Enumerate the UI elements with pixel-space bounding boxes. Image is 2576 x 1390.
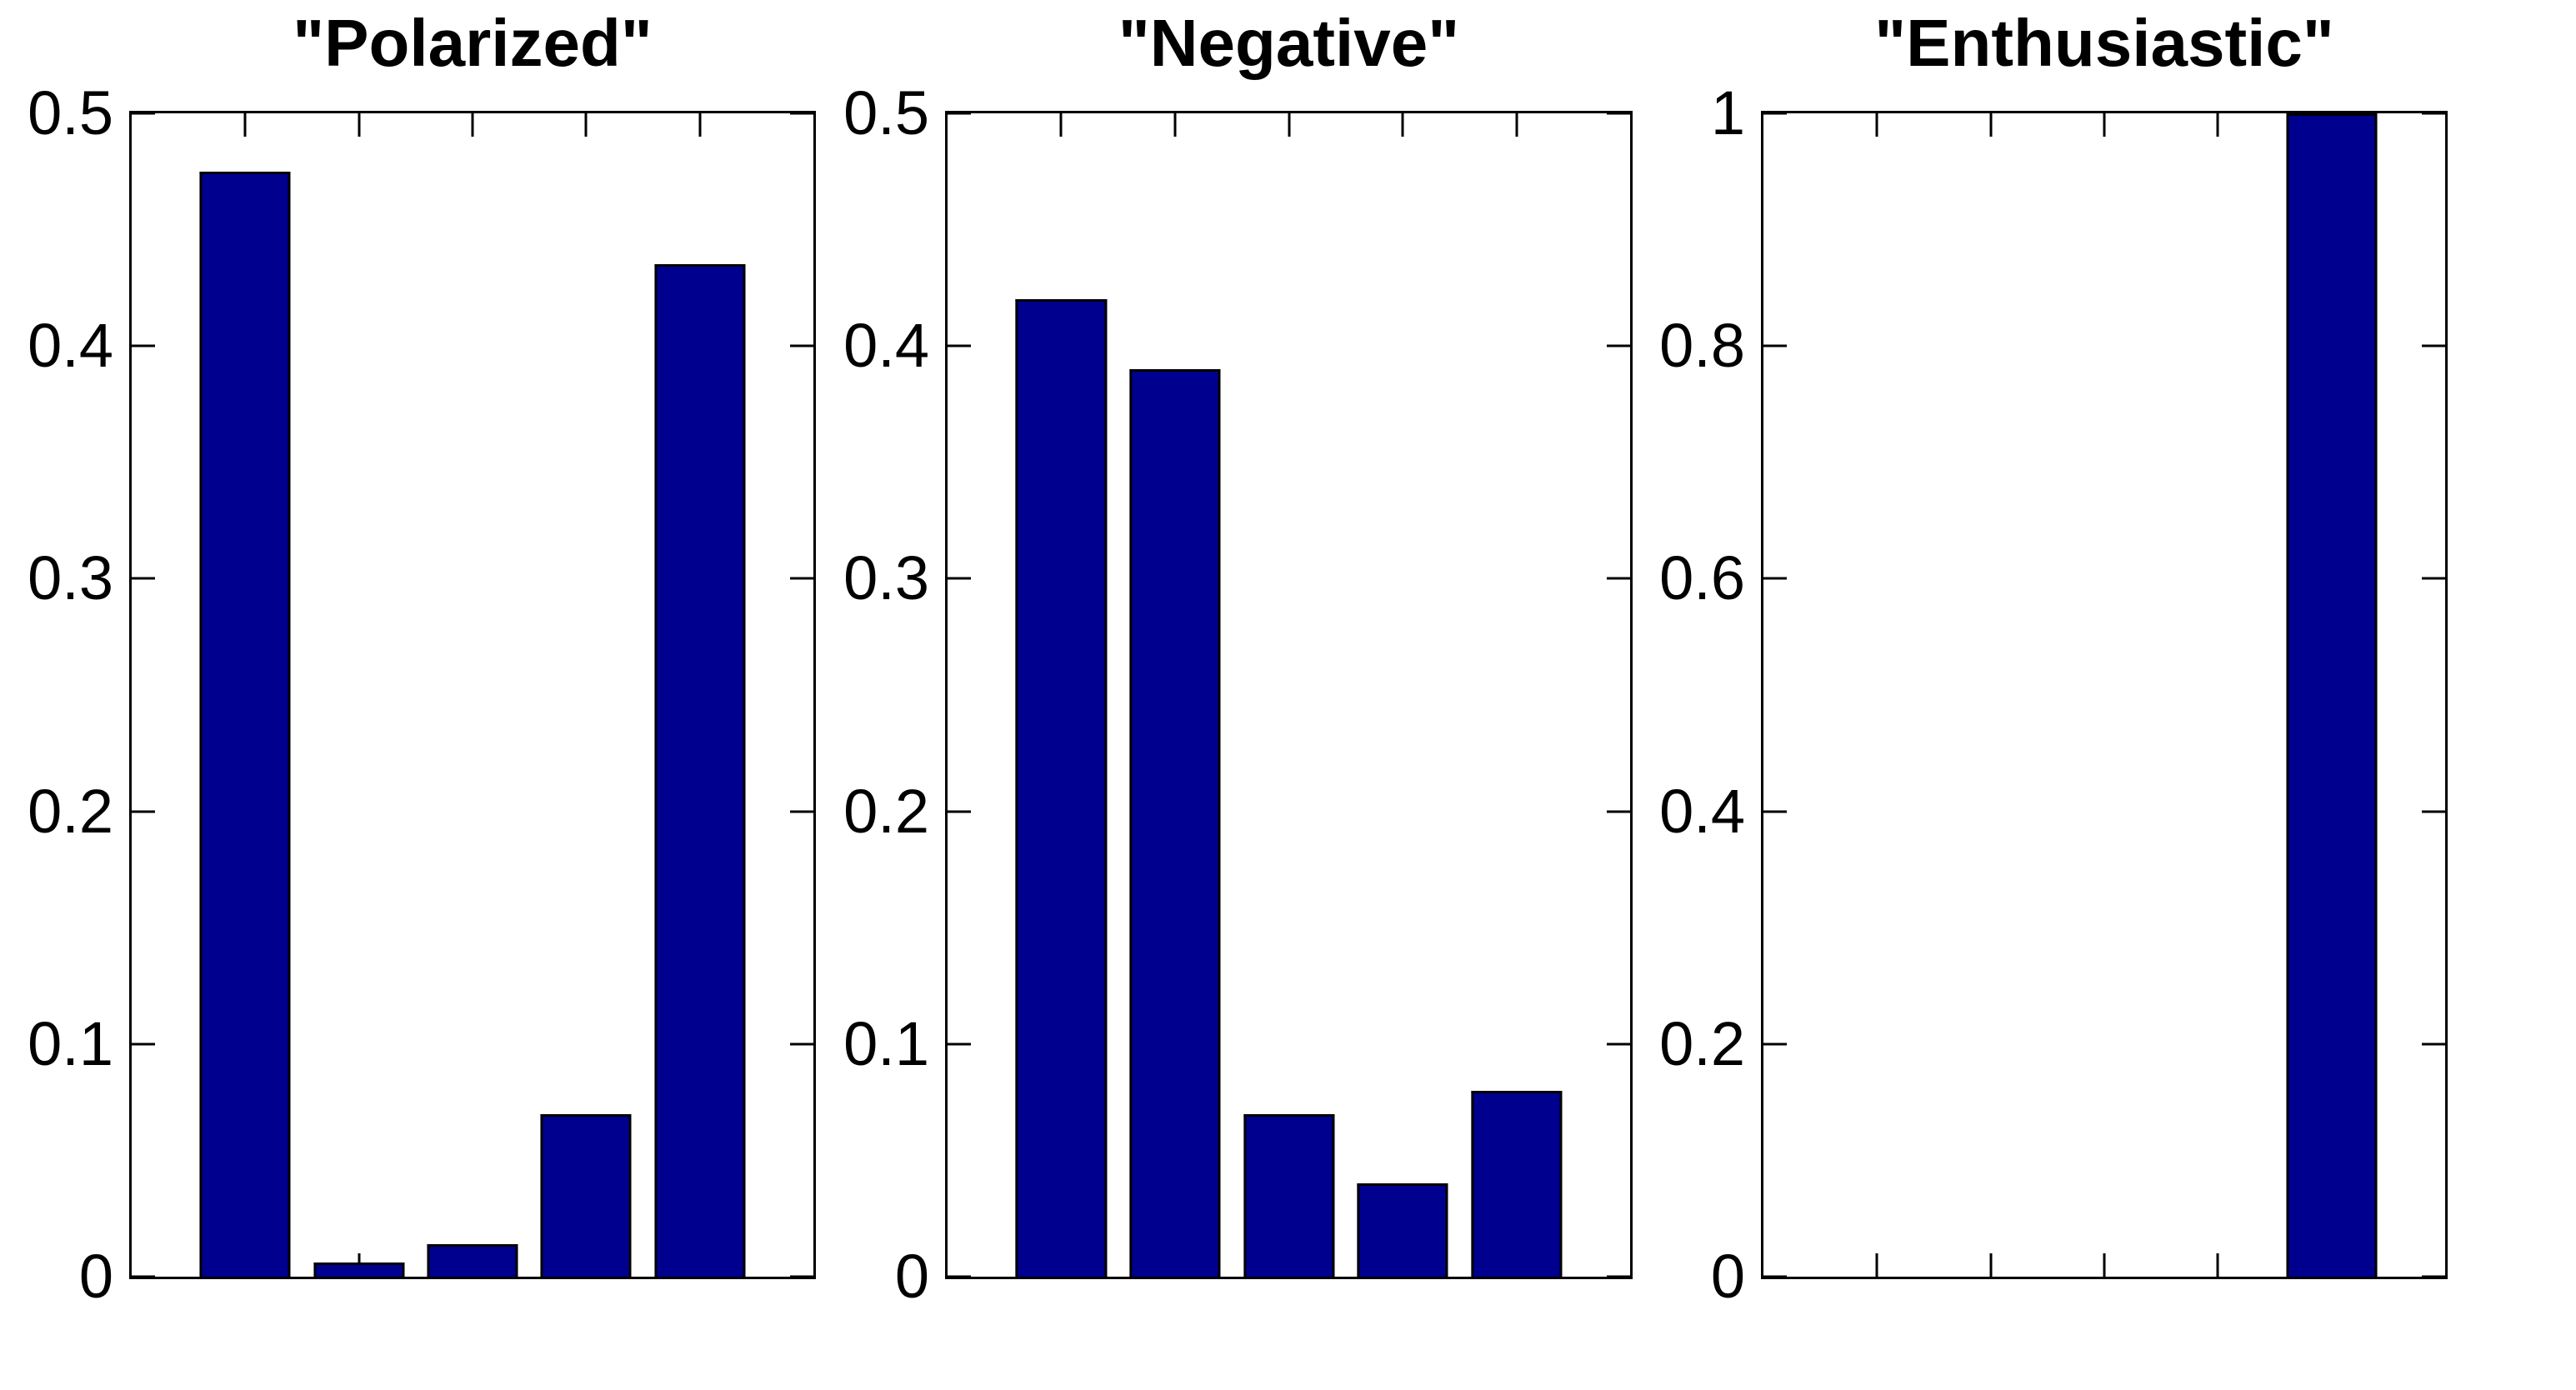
y-tick-mark-right	[2422, 112, 2445, 115]
x-tick-mark-top	[1515, 113, 1518, 137]
chart-panel-polarized: "Polarized" 0 0.1 0.2 0.3 0.4 0.5	[28, 0, 816, 1390]
x-tick-mark-top	[1059, 113, 1063, 137]
bar	[1015, 299, 1108, 1277]
y-tick-mark-right	[1607, 1042, 1630, 1046]
bar	[313, 1262, 405, 1277]
y-tick-label: 0.2	[1659, 1008, 1745, 1078]
y-tick-mark-right	[1607, 112, 1630, 115]
y-tick-mark-left	[1763, 1275, 1787, 1278]
y-tick-mark-right	[1607, 344, 1630, 348]
y-tick-label: 0.2	[843, 776, 929, 846]
y-tick-mark-left	[948, 344, 971, 348]
x-tick-mark-top	[243, 113, 247, 137]
y-tick-mark-right	[2422, 344, 2445, 348]
y-tick-label: 0.8	[1659, 311, 1745, 381]
y-tick-mark-right	[790, 344, 813, 348]
x-tick-mark-top	[698, 113, 702, 137]
x-tick-mark-top	[584, 113, 588, 137]
y-tick-mark-right	[790, 810, 813, 813]
x-tick-mark-top	[1173, 113, 1177, 137]
y-tick-mark-right	[1607, 810, 1630, 813]
x-tick-mark-top	[471, 113, 474, 137]
x-tick-mark-bottom	[2216, 1253, 2219, 1277]
chart-panel-enthusiastic: "Enthusiastic" 0 0.2 0.4 0.6 0.8 1	[1659, 0, 2448, 1390]
bar	[1470, 1090, 1563, 1277]
y-tick-mark-left	[948, 810, 971, 813]
y-tick-label: 1	[1710, 78, 1745, 148]
y-tick-label: 0.6	[1659, 543, 1745, 613]
bar	[1357, 1183, 1448, 1277]
y-tick-mark-right	[790, 1042, 813, 1046]
x-tick-mark-bottom	[2103, 1253, 2106, 1277]
x-tick-mark-bottom	[1875, 1253, 1878, 1277]
y-tick-mark-left	[1763, 344, 1787, 348]
y-tick-mark-right	[1607, 577, 1630, 580]
y-tick-label: 0.1	[843, 1008, 929, 1078]
y-tick-mark-left	[132, 810, 155, 813]
y-tick-mark-left	[132, 1042, 155, 1046]
bar	[540, 1113, 632, 1277]
y-tick-mark-left	[948, 112, 971, 115]
chart-panel-negative: "Negative" 0 0.1 0.2 0.3 0.4 0.5	[843, 0, 1633, 1390]
y-tick-mark-left	[948, 577, 971, 580]
y-tick-mark-left	[132, 1275, 155, 1278]
plot-area-enthusiastic: 0 0.2 0.4 0.6 0.8 1	[1659, 82, 2448, 1308]
y-tick-label: 0.5	[28, 78, 113, 148]
y-tick-label: 0.4	[843, 311, 929, 381]
y-tick-mark-left	[1763, 577, 1787, 580]
y-tick-mark-right	[2422, 1275, 2445, 1278]
chart-title-negative: "Negative"	[1118, 6, 1460, 80]
y-tick-mark-right	[1607, 1275, 1630, 1278]
chart-title-polarized: "Polarized"	[293, 6, 653, 80]
bar	[2286, 113, 2378, 1277]
x-tick-mark-top	[2103, 113, 2106, 137]
y-tick-mark-left	[1763, 810, 1787, 813]
y-tick-label: 0.2	[28, 776, 113, 846]
y-tick-mark-right	[790, 1275, 813, 1278]
y-tick-mark-right	[790, 577, 813, 580]
y-tick-label: 0.4	[28, 311, 113, 381]
y-tick-label: 0	[894, 1242, 929, 1311]
bar	[199, 171, 291, 1277]
y-tick-label: 0.4	[1659, 776, 1745, 846]
y-tick-mark-left	[948, 1275, 971, 1278]
x-tick-mark-top	[1401, 113, 1404, 137]
y-tick-label: 0	[78, 1242, 113, 1311]
plot-area-polarized: 0 0.1 0.2 0.3 0.4 0.5	[28, 82, 816, 1308]
y-tick-mark-right	[2422, 1042, 2445, 1046]
y-tick-mark-right	[790, 112, 813, 115]
y-tick-mark-right	[2422, 810, 2445, 813]
y-tick-label: 0	[1710, 1242, 1745, 1311]
y-tick-mark-left	[1763, 1042, 1787, 1046]
x-tick-mark-top	[1875, 113, 1878, 137]
bar	[427, 1243, 518, 1277]
y-tick-label: 0.3	[843, 543, 929, 613]
x-tick-mark-bottom	[1989, 1253, 1993, 1277]
y-tick-label: 0.3	[28, 543, 113, 613]
bar	[1243, 1113, 1335, 1277]
y-tick-mark-left	[132, 112, 155, 115]
x-tick-mark-top	[1989, 113, 1993, 137]
y-tick-mark-right	[2422, 577, 2445, 580]
y-tick-mark-left	[132, 344, 155, 348]
y-tick-label: 0.5	[843, 78, 929, 148]
x-tick-mark-top	[2216, 113, 2219, 137]
x-tick-mark-top	[358, 113, 361, 137]
plot-area-negative: 0 0.1 0.2 0.3 0.4 0.5	[843, 82, 1633, 1308]
chart-title-enthusiastic: "Enthusiastic"	[1874, 6, 2334, 80]
y-tick-label: 0.1	[28, 1008, 113, 1078]
bar	[654, 264, 746, 1277]
y-tick-mark-left	[132, 577, 155, 580]
y-tick-mark-left	[948, 1042, 971, 1046]
bar	[1129, 369, 1221, 1277]
x-tick-mark-top	[1288, 113, 1290, 137]
y-tick-mark-left	[1763, 112, 1787, 115]
